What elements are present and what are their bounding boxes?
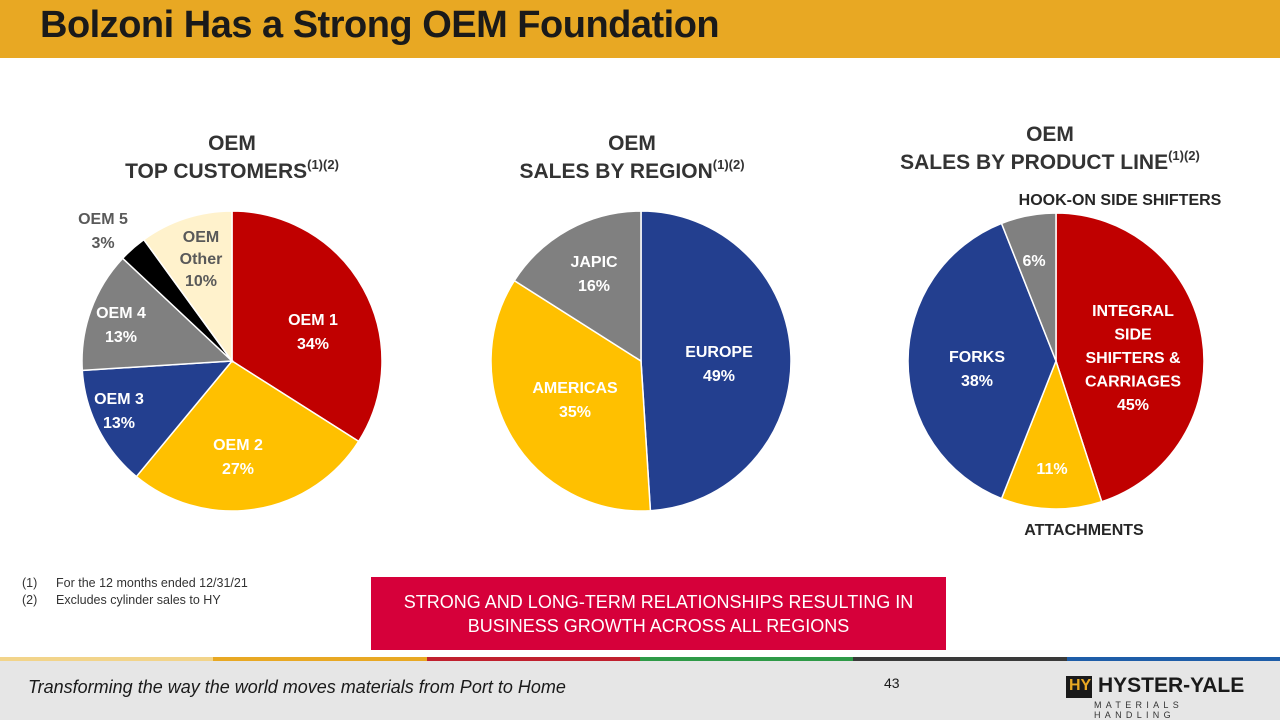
- stripe-segment: [853, 657, 1068, 661]
- chart-title-sup: (1)(2): [1168, 148, 1200, 163]
- slice-percent: 38%: [961, 373, 993, 390]
- footnote-text: For the 12 months ended 12/31/21: [56, 576, 248, 590]
- chart-title-line2: SALES BY PRODUCT LINE: [900, 151, 1169, 174]
- slice-percent: 3%: [91, 235, 114, 252]
- slice-percent: 16%: [578, 278, 610, 295]
- pie-slice: [142, 210, 233, 364]
- stripe-segment: [213, 657, 428, 661]
- footnotes: (1) For the 12 months ended 12/31/21 (2)…: [22, 575, 248, 609]
- chart-title-top-customers: OEM TOP CUSTOMERS(1)(2): [92, 130, 372, 186]
- chart-title-line1: OEM: [208, 132, 256, 155]
- slice-percent: 11%: [1036, 461, 1067, 478]
- stripe-segment: [640, 657, 855, 661]
- slice-label: Other: [180, 251, 223, 268]
- slice-percent: 27%: [222, 461, 254, 478]
- slice-label: EUROPE: [685, 344, 753, 361]
- slice-label: OEM 1: [288, 312, 338, 329]
- footnote-number: (1): [22, 576, 38, 590]
- chart-title-sup: (1)(2): [307, 157, 339, 172]
- pie-slice: [640, 210, 792, 512]
- pie-slice: [1055, 212, 1205, 503]
- chart-title-line1: OEM: [1026, 123, 1074, 146]
- pie-slice: [1000, 212, 1057, 362]
- footer-tagline: Transforming the way the world moves mat…: [28, 677, 566, 697]
- slice-label: OEM 2: [213, 437, 263, 454]
- chart-title-line2: TOP CUSTOMERS: [125, 160, 308, 183]
- footnote-1: (1) For the 12 months ended 12/31/21: [22, 575, 248, 592]
- footnote-text: Excludes cylinder sales to HY: [56, 593, 221, 607]
- stripe-segment: [0, 657, 215, 661]
- pie-slice: [135, 360, 360, 512]
- pie-slice: [1000, 358, 1103, 510]
- slice-label: OEM 3: [94, 391, 144, 408]
- slice-label: AMERICAS: [532, 380, 618, 397]
- pie-chart-3: [907, 212, 1205, 510]
- chart-title-line1: OEM: [608, 132, 656, 155]
- page-title: Bolzoni Has a Strong OEM Foundation: [40, 4, 720, 46]
- pie-slice: [231, 210, 383, 443]
- slice-label: JAPIC: [570, 254, 618, 271]
- logo-brand: HYSTER-YALE: [1098, 674, 1245, 697]
- stripe-segment: [426, 657, 641, 661]
- banner-line1: STRONG AND LONG-TERM RELATIONSHIPS RESUL…: [403, 591, 914, 612]
- chart-title-sales-by-region: OEM SALES BY REGION(1)(2): [492, 130, 772, 186]
- logo-subtitle: MATERIALS HANDLING: [1094, 700, 1184, 720]
- slice-label: HOOK-ON SIDE SHIFTERS: [1019, 192, 1222, 209]
- highlight-banner: STRONG AND LONG-TERM RELATIONSHIPS RESUL…: [371, 577, 946, 650]
- slice-label: ATTACHMENTS: [1024, 522, 1144, 539]
- logo-mark-text: HY: [1069, 677, 1092, 694]
- slice-percent: 13%: [105, 329, 137, 346]
- slice-percent: 45%: [1117, 397, 1149, 414]
- slice-percent: 34%: [297, 336, 329, 353]
- slice-percent: 13%: [103, 415, 135, 432]
- page-number: 43: [884, 675, 900, 691]
- title-bar: Bolzoni Has a Strong OEM Foundation: [0, 0, 1280, 58]
- chart-title-sales-by-product-line: OEM SALES BY PRODUCT LINE(1)(2): [880, 121, 1220, 177]
- pie-chart-2: [490, 210, 792, 512]
- pie-slice: [907, 222, 1057, 500]
- hyster-yale-logo: HY HYSTER-YALE MATERIALS HANDLING: [1066, 674, 1246, 720]
- slice-percent: 6%: [1022, 253, 1045, 270]
- slice-percent: 10%: [185, 273, 217, 290]
- pie-slice: [81, 257, 234, 372]
- footnote-number: (2): [22, 593, 38, 607]
- chart-title-sup: (1)(2): [712, 157, 745, 172]
- pie-slice: [490, 279, 652, 512]
- slice-percent: 35%: [559, 404, 591, 421]
- pie-chart-1: [81, 210, 383, 512]
- slice-label: OEM 4: [96, 305, 146, 322]
- slice-label: INTEGRAL SIDE SHIFTERS & CARRIAGES: [1085, 303, 1181, 391]
- slice-label: OEM: [183, 229, 219, 246]
- slice-label: FORKS: [949, 349, 1005, 366]
- banner-line2: BUSINESS GROWTH ACROSS ALL REGIONS: [467, 615, 850, 636]
- pie-slice: [513, 210, 642, 363]
- footnote-2: (2) Excludes cylinder sales to HY: [22, 592, 248, 609]
- chart-title-line2: SALES BY REGION: [519, 160, 713, 183]
- slice-label: OEM 5: [78, 211, 128, 228]
- pie-slice: [81, 360, 234, 478]
- logo-mark-icon: HY: [1066, 676, 1092, 698]
- slice-percent: 49%: [703, 368, 735, 385]
- stripe-segment: [1066, 657, 1280, 661]
